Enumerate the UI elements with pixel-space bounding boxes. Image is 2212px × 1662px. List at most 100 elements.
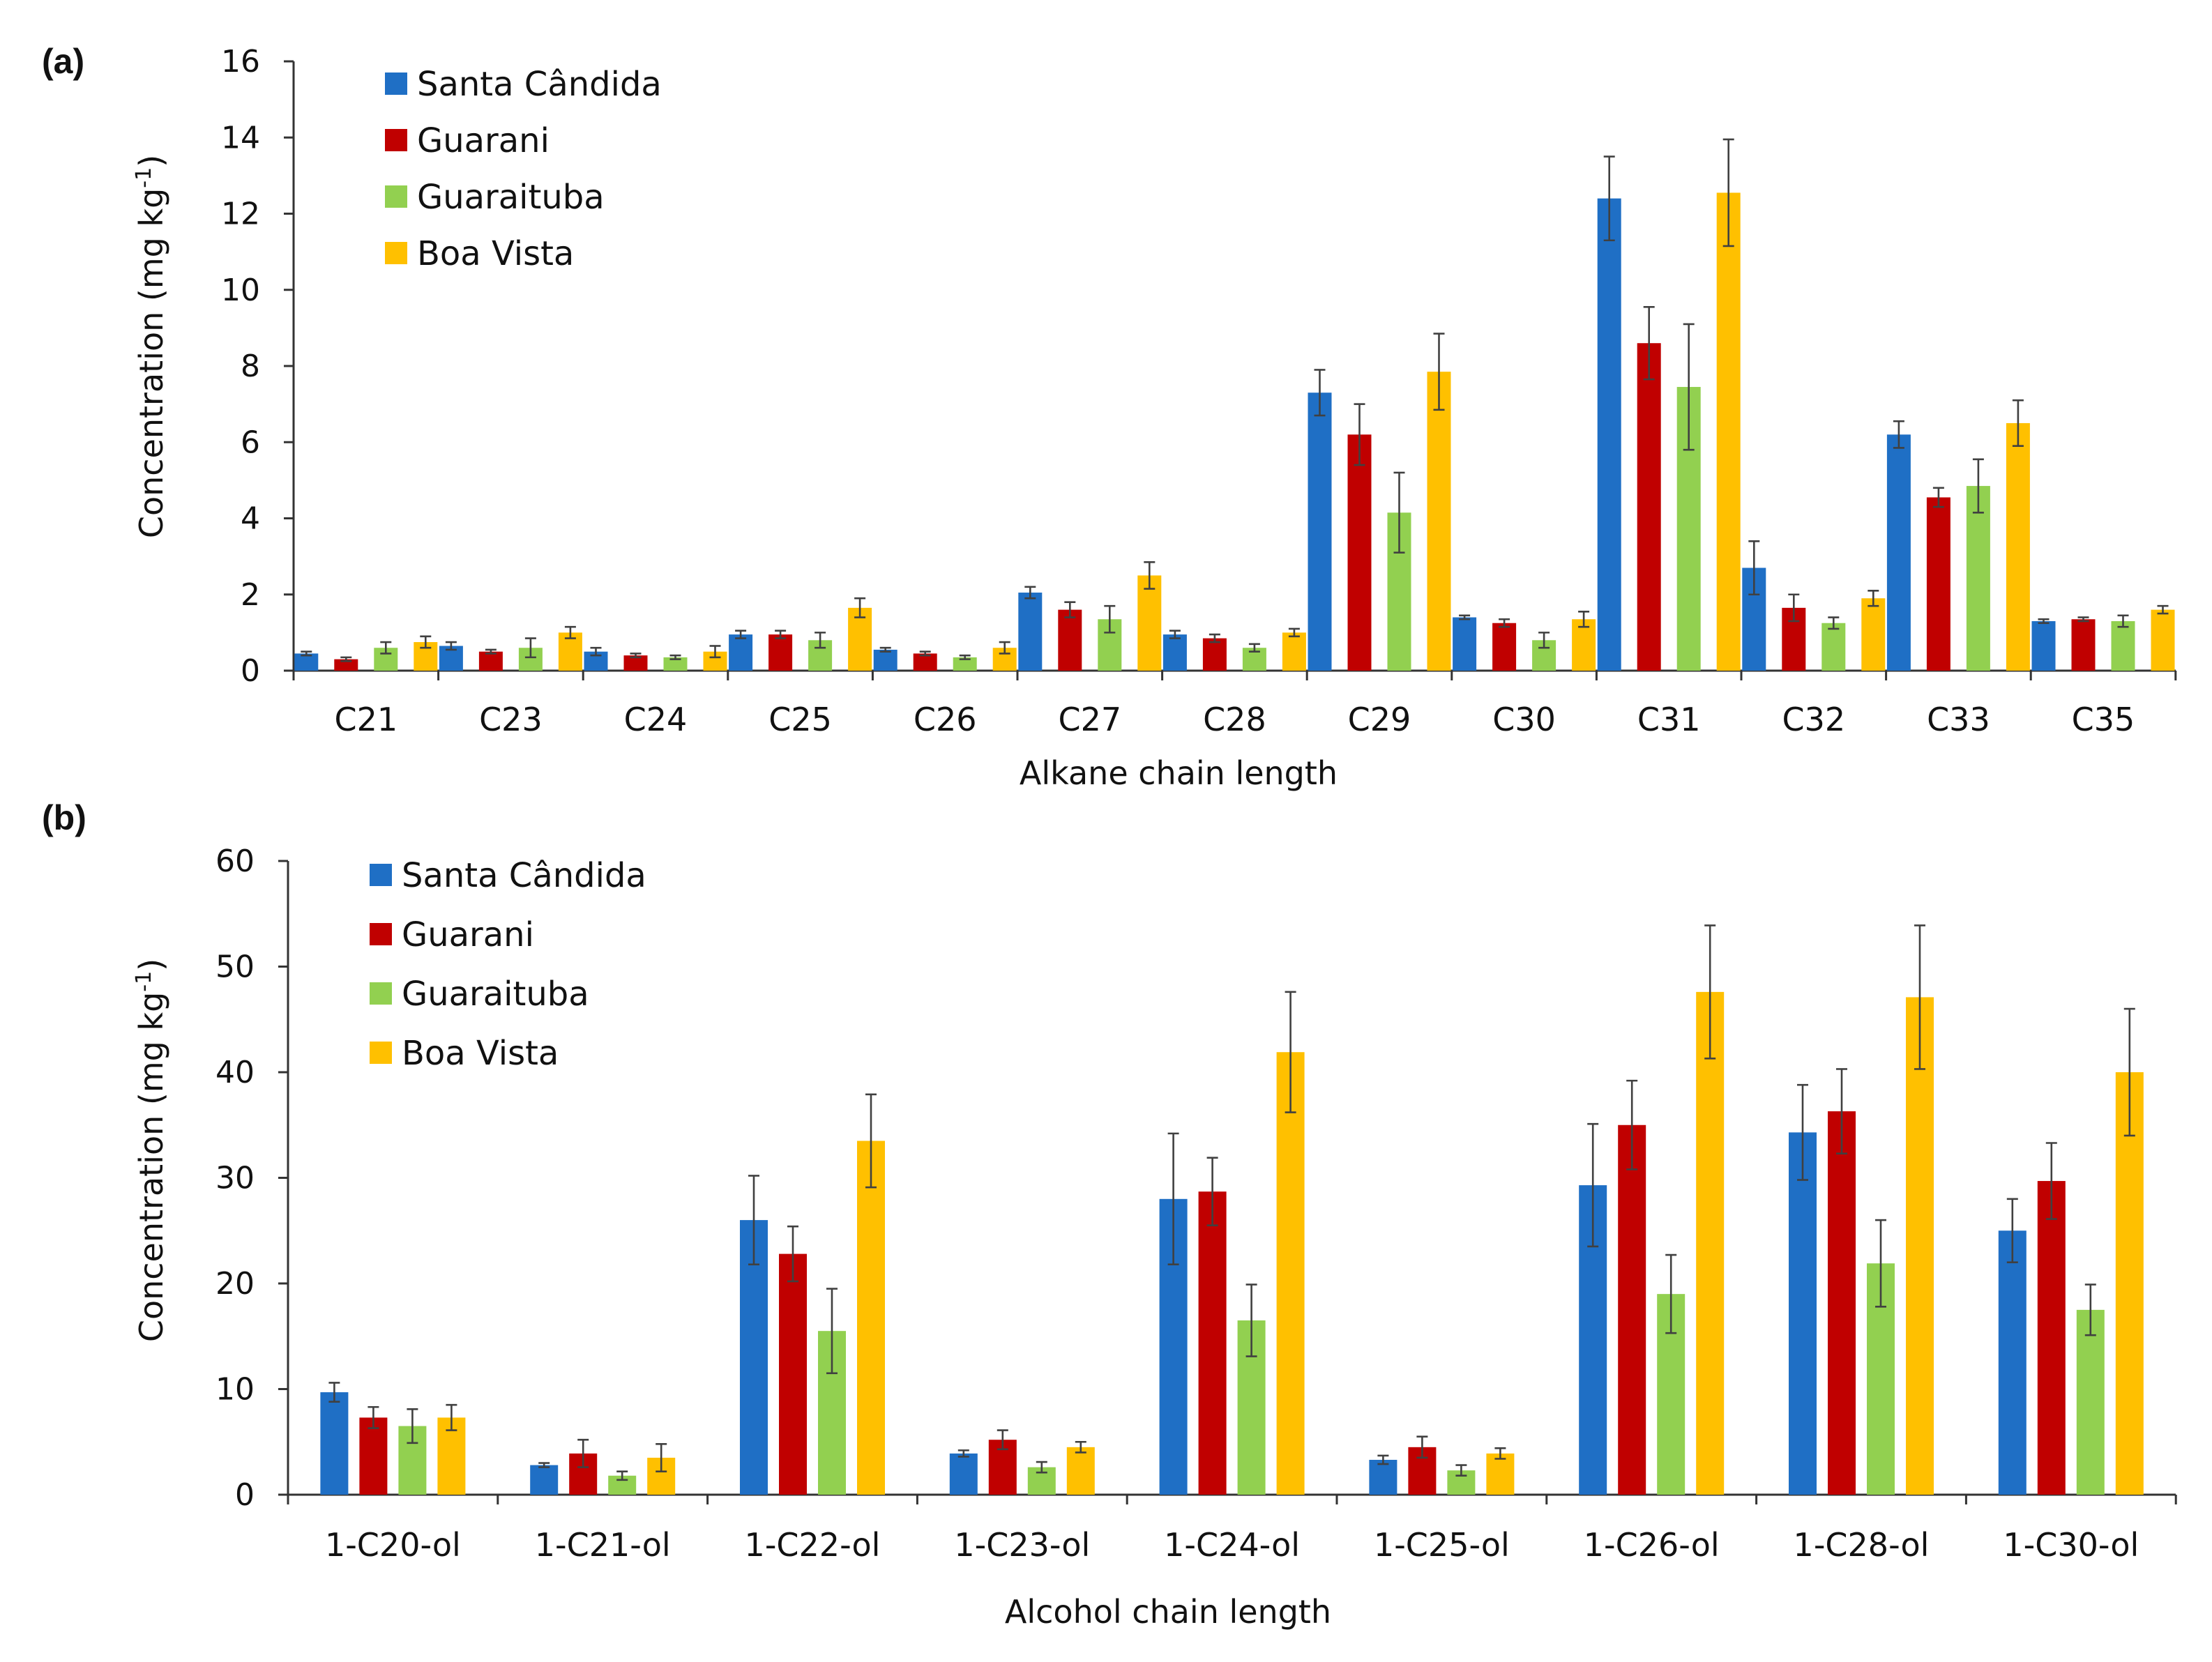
- y-axis-title-b: Concentration (mg kg-1): [132, 959, 171, 1342]
- legend-swatch: [385, 129, 407, 151]
- y-tick-label: 2: [241, 577, 260, 613]
- x-category-label: 1-C26-ol: [1584, 1526, 1720, 1564]
- y-tick-label: 0: [241, 653, 260, 689]
- bar: [1998, 1230, 2027, 1495]
- legend-swatch: [385, 185, 407, 208]
- x-category-label: C21: [334, 701, 397, 738]
- x-category-label: C32: [1782, 701, 1845, 738]
- bar: [740, 1220, 768, 1495]
- panel-label-b: (b): [42, 798, 86, 837]
- bar: [1906, 997, 1934, 1495]
- bar: [949, 1453, 978, 1495]
- y-tick-label: 8: [241, 349, 260, 384]
- bar: [1347, 434, 1372, 671]
- bars-a: [294, 138, 2175, 671]
- x-category-label: 1-C24-ol: [1164, 1526, 1300, 1564]
- bar: [2111, 620, 2135, 671]
- x-category-label: C24: [624, 701, 688, 738]
- bar: [478, 651, 503, 671]
- x-category-label: C28: [1203, 701, 1266, 738]
- bar: [320, 1392, 349, 1495]
- bar: [857, 1141, 885, 1495]
- legend-b: Santa Cândida Guarani Guaraituba Boa Vista: [370, 856, 646, 1073]
- bar: [1282, 632, 1306, 671]
- bar: [1018, 593, 1043, 671]
- legend-label: Boa Vista: [402, 1034, 559, 1073]
- x-category-label: C23: [479, 701, 543, 738]
- bar: [1696, 991, 1725, 1495]
- bar: [359, 1417, 388, 1495]
- y-tick-label: 10: [221, 273, 260, 308]
- legend-label: Santa Cândida: [417, 65, 662, 104]
- bar: [2115, 1072, 2144, 1495]
- x-axis-title-b: Alcohol chain length: [1005, 1593, 1331, 1631]
- x-category-label: C27: [1058, 701, 1121, 738]
- y-tick-label: 10: [215, 1372, 255, 1408]
- x-category-label: 1-C21-ol: [535, 1526, 671, 1564]
- bars-b: [320, 924, 2144, 1495]
- bar: [848, 607, 872, 671]
- y-tick-label: 60: [215, 844, 255, 879]
- bar: [1276, 1052, 1305, 1495]
- bar: [294, 653, 319, 671]
- bar: [873, 649, 897, 671]
- bar: [334, 659, 358, 671]
- x-category-label: C29: [1348, 701, 1411, 738]
- bar: [1618, 1124, 1646, 1495]
- bar: [2151, 609, 2175, 671]
- bar: [953, 657, 977, 671]
- bar: [2037, 1181, 2066, 1495]
- legend-swatch: [385, 242, 407, 264]
- bar: [1821, 623, 1846, 671]
- bar: [1162, 634, 1187, 671]
- y-tick-label: 12: [221, 197, 260, 232]
- bar: [1886, 434, 1911, 671]
- x-category-label: 1-C30-ol: [2003, 1526, 2139, 1564]
- bar: [1453, 617, 1477, 671]
- y-ticks-a: 0 2 4 6 8 10 12 14 16: [221, 44, 294, 689]
- panel-a-alkane-chart: (a) Alkane chain length Concentration (m…: [42, 42, 2177, 792]
- panel-label-a: (a): [42, 42, 84, 81]
- legend-swatch: [370, 923, 392, 945]
- x-category-label: C33: [1927, 701, 1990, 738]
- y-tick-label: 4: [241, 501, 260, 537]
- bar: [1716, 192, 1741, 671]
- bar: [2031, 620, 2056, 671]
- bar: [1486, 1453, 1515, 1495]
- x-category-label: 1-C28-ol: [1794, 1526, 1930, 1564]
- x-category-label: C26: [914, 701, 977, 738]
- y-tick-label: 16: [221, 44, 260, 79]
- y-tick-label: 14: [221, 120, 260, 155]
- legend-swatch: [370, 864, 392, 886]
- y-tick-label: 30: [215, 1161, 255, 1196]
- bar: [1492, 623, 1517, 671]
- x-category-label: 1-C25-ol: [1374, 1526, 1510, 1564]
- bar: [663, 657, 688, 671]
- bar: [1861, 598, 1886, 671]
- bar: [1198, 1191, 1227, 1495]
- legend-label: Guaraituba: [402, 975, 589, 1014]
- y-tick-label: 40: [215, 1055, 255, 1090]
- legend-a: Santa Cândida Guarani Guaraituba Boa Vista: [385, 65, 662, 273]
- bar: [623, 655, 648, 671]
- x-category-label: C30: [1492, 701, 1556, 738]
- bar: [1137, 575, 1162, 671]
- bar: [1789, 1132, 1817, 1495]
- bar: [1308, 392, 1332, 671]
- bar: [1572, 619, 1596, 671]
- y-tick-label: 50: [215, 950, 255, 985]
- x-axis-title-a: Alkane chain length: [1020, 754, 1338, 792]
- bar: [729, 634, 753, 671]
- bar: [1369, 1460, 1397, 1495]
- legend-label: Santa Cândida: [402, 856, 646, 895]
- x-category-label: C35: [2072, 701, 2135, 738]
- legend-swatch: [370, 982, 392, 1005]
- panel-b-alcohol-chart: (b) Alcohol chain length Concentration (…: [42, 798, 2177, 1631]
- x-category-label: C25: [768, 701, 832, 738]
- y-tick-label: 6: [241, 425, 260, 460]
- bar: [779, 1253, 807, 1495]
- x-categories-b: 1-C20-ol 1-C21-ol 1-C22-ol 1-C23-ol 1-C24-ol…: [287, 1495, 2177, 1564]
- legend-swatch: [370, 1042, 392, 1064]
- bar: [1966, 486, 1990, 671]
